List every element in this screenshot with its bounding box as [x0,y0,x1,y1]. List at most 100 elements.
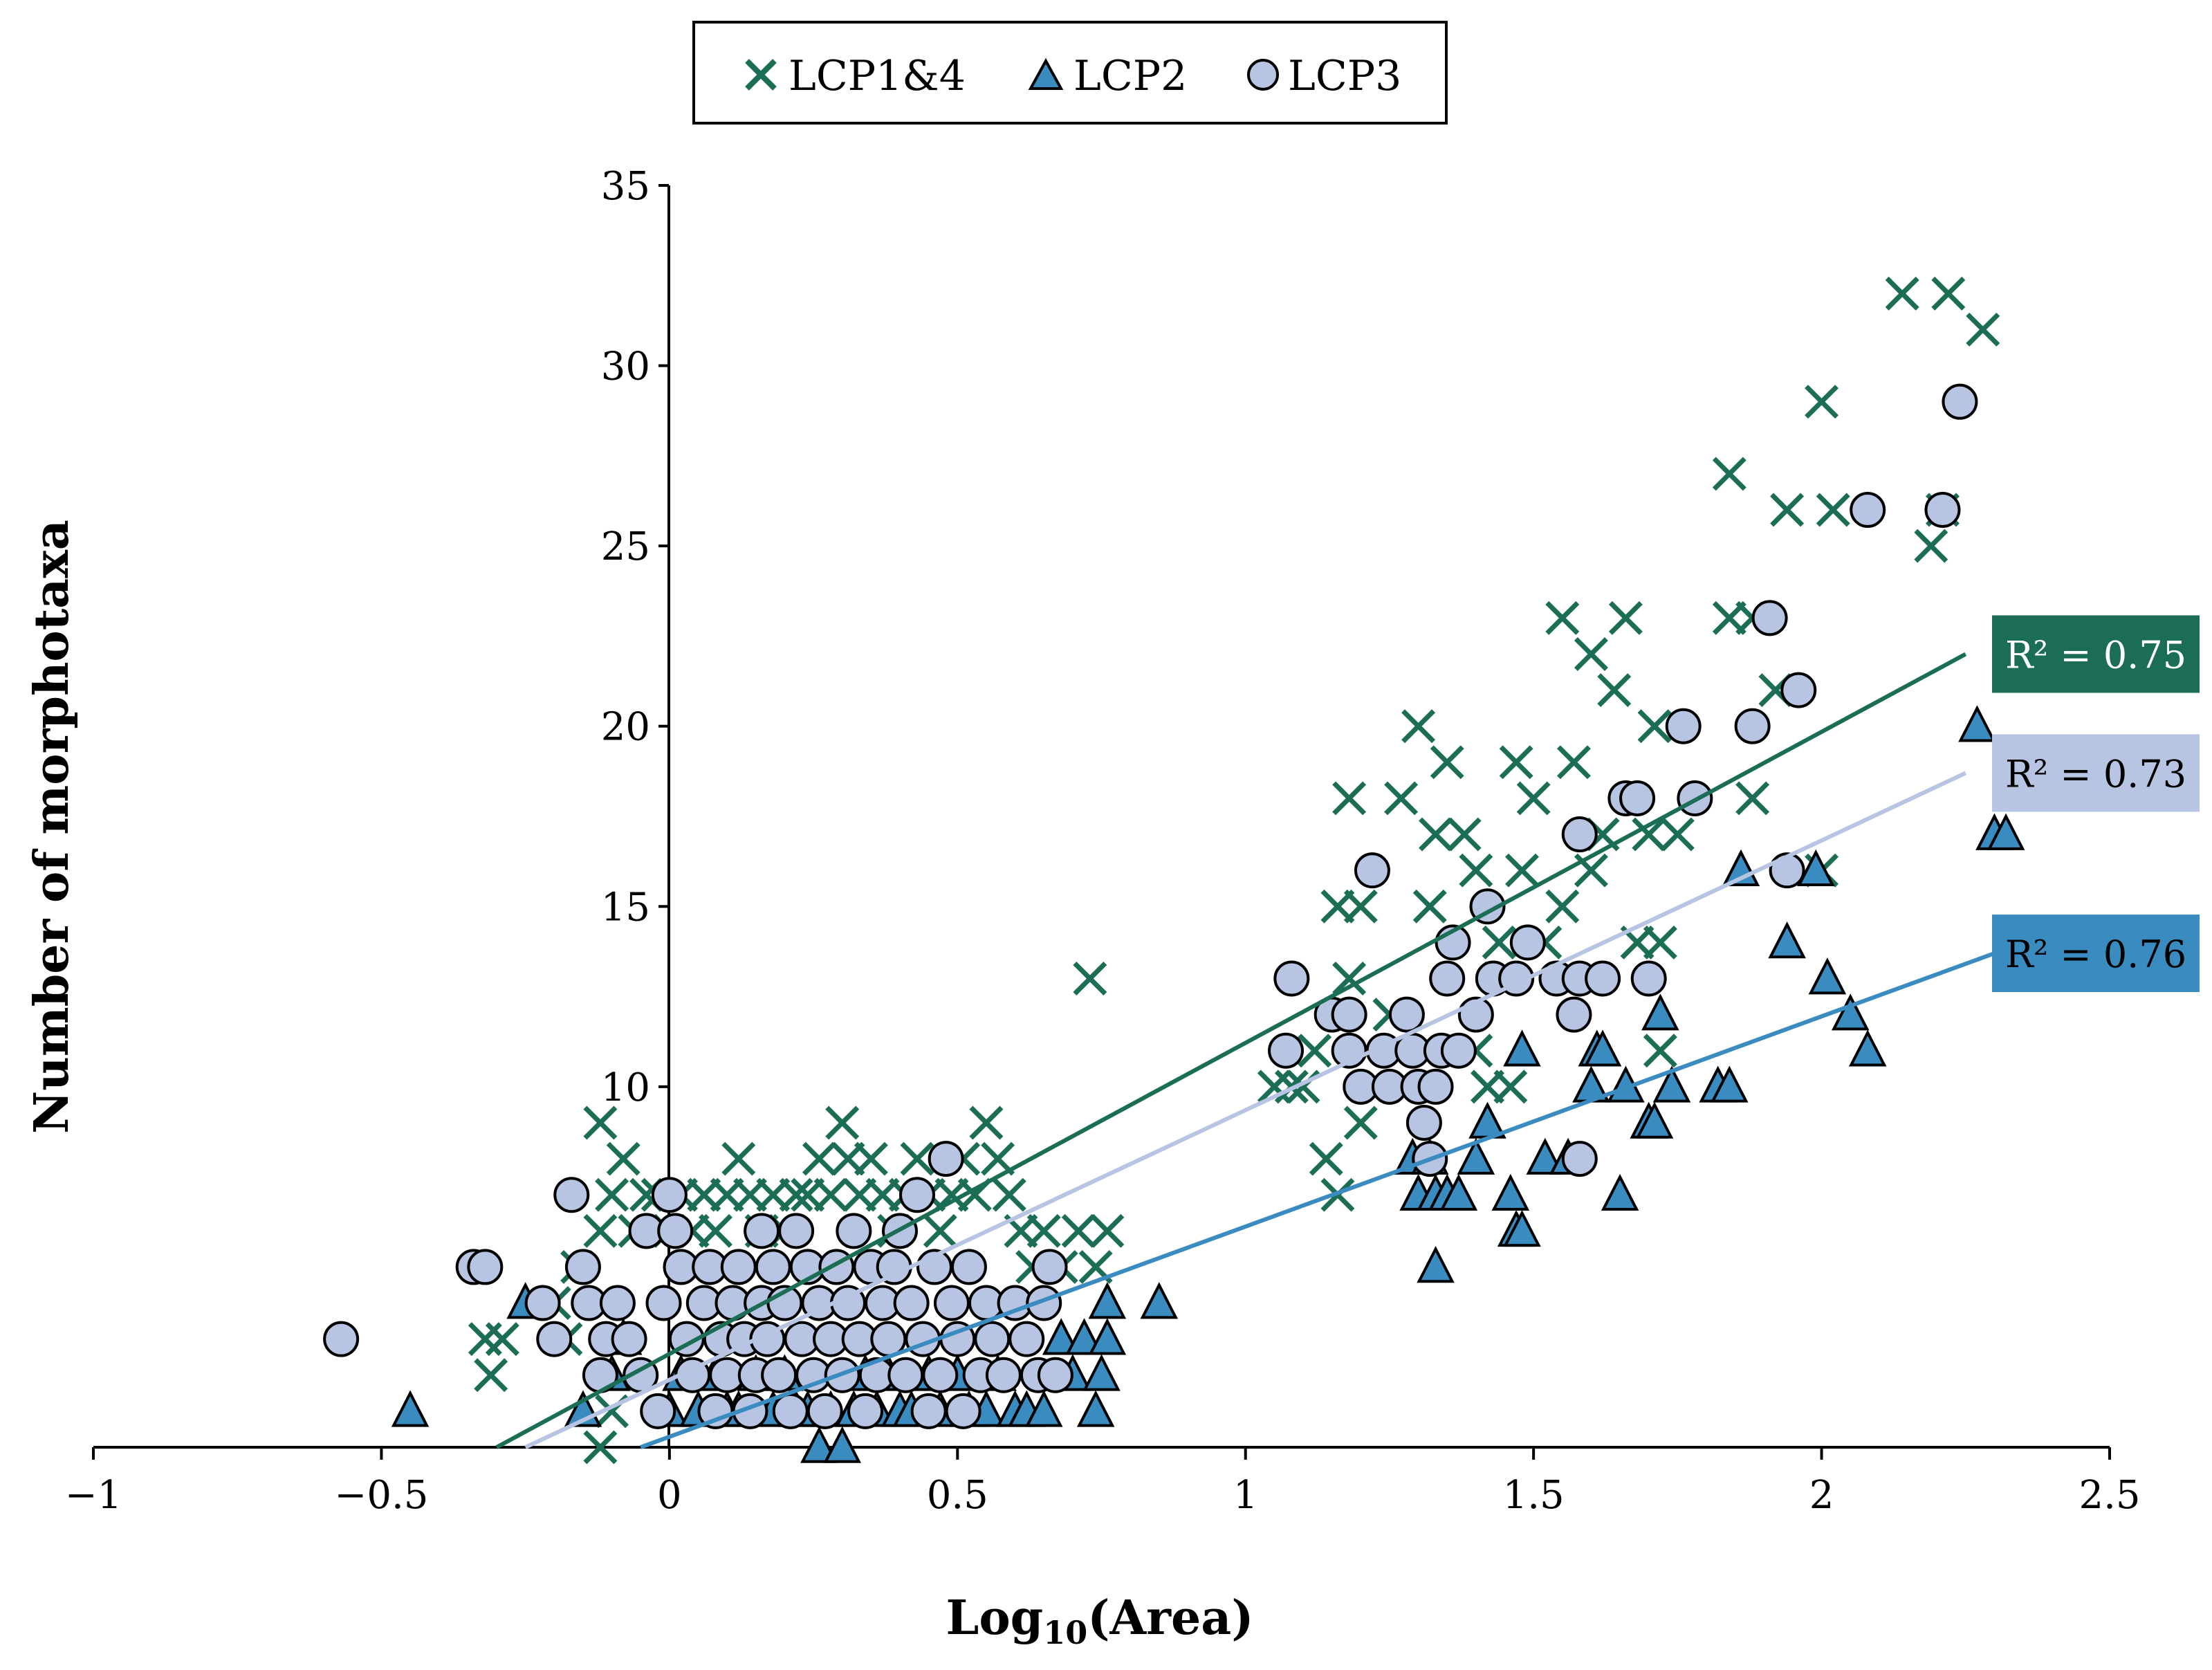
point-lcp3 [524,1285,561,1321]
trendlines [495,652,1996,1449]
point-lcp3 [640,1393,676,1429]
point-lcp3 [536,1321,573,1357]
point-lcp3 [898,1177,935,1213]
point-lcp2 [1076,1390,1115,1427]
r2-badge-lcp3 [1992,734,2200,812]
point-lcp3 [887,1357,924,1393]
point-lcp1-4 [825,1105,860,1140]
point-lcp2 [823,1426,861,1463]
y-tick-label: 35 [601,164,650,209]
y-axis-title: Number of morphotaxa [24,520,80,1134]
point-lcp1-4 [468,1322,502,1357]
point-lcp2 [1635,1101,1674,1139]
legend-marker-lcp1-4 [745,59,777,91]
point-lcp1-4 [1805,385,1839,419]
point-lcp1-4 [1643,1034,1677,1068]
r2-label-lcp1-4: R² = 0.75 [2005,633,2186,677]
point-lcp3 [1026,1285,1062,1321]
x-tick-label: 0 [657,1473,682,1518]
point-lcp1-4 [1914,529,1948,563]
point-lcp2 [800,1426,838,1463]
point-lcp1-4 [583,1430,618,1465]
r2-label-lcp2: R² = 0.76 [2005,933,2186,976]
point-lcp1-4 [1332,781,1367,816]
point-lcp3 [772,1393,809,1429]
point-lcp2 [1768,921,1806,959]
point-lcp1-4 [1343,889,1378,924]
point-lcp1-4 [1401,709,1436,744]
point-lcp2 [1503,1209,1541,1247]
point-lcp1-4 [1712,457,1746,491]
point-lcp3 [1561,1141,1598,1177]
point-lcp1-4 [583,1105,618,1140]
point-lcp1-4 [1516,781,1551,816]
x-tick-label: 1.5 [1503,1473,1565,1518]
point-lcp2 [1641,993,1679,1031]
point-lcp1-4 [1061,1213,1096,1248]
point-lcp1-4 [606,1141,640,1176]
r2-labels: R² = 0.75 R² = 0.73 R² = 0.76 [1992,615,2200,993]
point-lcp1-4 [1493,1070,1528,1104]
legend-marker-lcp3 [1247,59,1279,91]
r2-label-lcp3: R² = 0.73 [2005,752,2186,796]
point-lcp1-4 [1885,276,1919,311]
point-lcp3 [836,1213,872,1249]
point-lcp3 [1556,996,1592,1033]
point-lcp1-4 [1430,745,1464,780]
point-lcp1-4 [1966,312,2000,347]
legend-label-lcp1-4: LCP1&4 [789,52,966,100]
point-lcp1-4 [1343,1105,1378,1140]
point-lcp1-4 [485,1322,519,1357]
point-lcp1-4 [900,1141,934,1176]
r2-badge-lcp2 [1992,915,2200,993]
point-lcp2 [1503,1029,1541,1067]
point-lcp3 [564,1249,601,1285]
point-lcp1-4 [1545,889,1580,924]
point-lcp1-4 [1090,1213,1125,1248]
point-lcp1-4 [1073,962,1107,995]
point-lcp3 [1850,492,1886,529]
point-lcp1-4 [1545,600,1580,635]
point-lcp2 [1088,1318,1127,1355]
point-lcp2 [1987,813,2025,850]
point-lcp2 [1848,1029,1887,1067]
point-lcp3 [1665,708,1702,744]
point-lcp2 [1065,1318,1103,1355]
point-lcp3 [599,1285,636,1321]
point-lcp1-4 [595,1177,629,1212]
point-lcp3 [1780,672,1817,708]
point-lcp1-4 [1384,781,1419,816]
y-tick-label: 30 [601,345,650,389]
point-lcp1-4 [1931,276,1966,311]
y-tick-label: 10 [601,1065,650,1110]
x-tick-label: 2 [1809,1473,1834,1518]
point-lcp1-4 [1660,817,1695,852]
x-tick-label: 2.5 [2079,1473,2140,1518]
point-lcp1-4 [779,1177,813,1212]
point-lcp3 [1630,960,1667,997]
point-lcp2 [1711,1065,1749,1103]
point-lcp1-4 [721,1141,756,1176]
point-lcp2 [1082,1354,1121,1391]
point-lcp2 [1831,993,1870,1031]
point-lcp1-4 [992,1177,1026,1212]
legend: LCP1&4 LCP2 LCP3 [692,21,1448,125]
point-lcp2 [1652,1065,1691,1103]
point-lcp1-4 [1505,853,1539,888]
x-tick-label: 0.5 [927,1473,988,1518]
point-lcp3 [1008,1321,1045,1357]
point-lcp3 [847,1393,884,1429]
point-lcp1-4 [1482,925,1516,960]
point-lcp1-4 [969,1105,1004,1140]
trendline-lcp2 [640,951,1996,1449]
point-lcp1-4 [1816,493,1850,527]
point-lcp1-4 [854,1141,888,1176]
point-lcp2 [1583,1029,1622,1067]
point-lcp3 [657,1213,694,1249]
point-lcp1-4 [1608,600,1643,635]
y-tick-label: 25 [601,524,650,569]
point-lcp3 [755,1249,791,1285]
point-lcp3 [553,1177,590,1213]
point-lcp3 [1509,924,1546,961]
